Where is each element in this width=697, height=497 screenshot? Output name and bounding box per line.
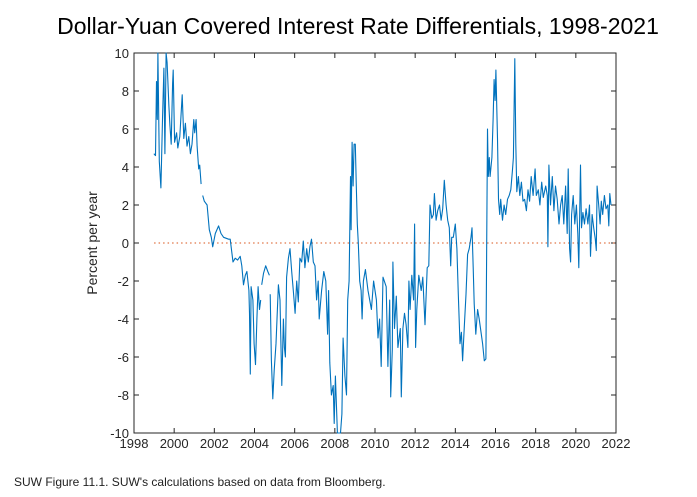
y-tick-label: 4 <box>122 160 129 175</box>
axes: 1998 2000 2002 2004 2006 2008 2010 2012 2014 2016… <box>110 46 630 451</box>
footnote: SUW Figure 11.1. SUW's calculations base… <box>14 475 386 489</box>
y-axis-label: Percent per year <box>84 191 100 295</box>
x-tick-label: 2006 <box>280 436 309 451</box>
series-line <box>269 58 612 434</box>
series-line <box>153 52 202 189</box>
y-tick-label: 6 <box>122 122 129 137</box>
y-tick-label: 8 <box>122 84 129 99</box>
y-tick-label: 0 <box>122 236 129 251</box>
y-tick-label: -2 <box>117 274 129 289</box>
y-tick-label: -4 <box>117 312 129 327</box>
y-tick-label: -6 <box>117 350 129 365</box>
x-tick-label: 2022 <box>602 436 631 451</box>
y-tick-label: 10 <box>115 46 129 61</box>
x-tick-label: 2014 <box>441 436 470 451</box>
x-tick-label: 1998 <box>120 436 149 451</box>
x-tick-label: 2012 <box>401 436 430 451</box>
x-tick-label: 2002 <box>200 436 229 451</box>
x-tick-label: 2008 <box>320 436 349 451</box>
y-tick-label: -8 <box>117 388 129 403</box>
series-line <box>202 195 262 375</box>
x-tick-label: 2016 <box>481 436 510 451</box>
y-tick-label: -10 <box>110 426 129 441</box>
y-tick-label: 2 <box>122 198 129 213</box>
series-lines <box>153 52 616 434</box>
series-line <box>261 265 270 285</box>
chart-title: Dollar-Yuan Covered Interest Rate Differ… <box>57 13 659 39</box>
x-tick-label: 2020 <box>561 436 590 451</box>
x-tick-label: 2004 <box>240 436 269 451</box>
x-tick-label: 2000 <box>160 436 189 451</box>
x-tick-label: 2010 <box>361 436 390 451</box>
x-tick-label: 2018 <box>521 436 550 451</box>
